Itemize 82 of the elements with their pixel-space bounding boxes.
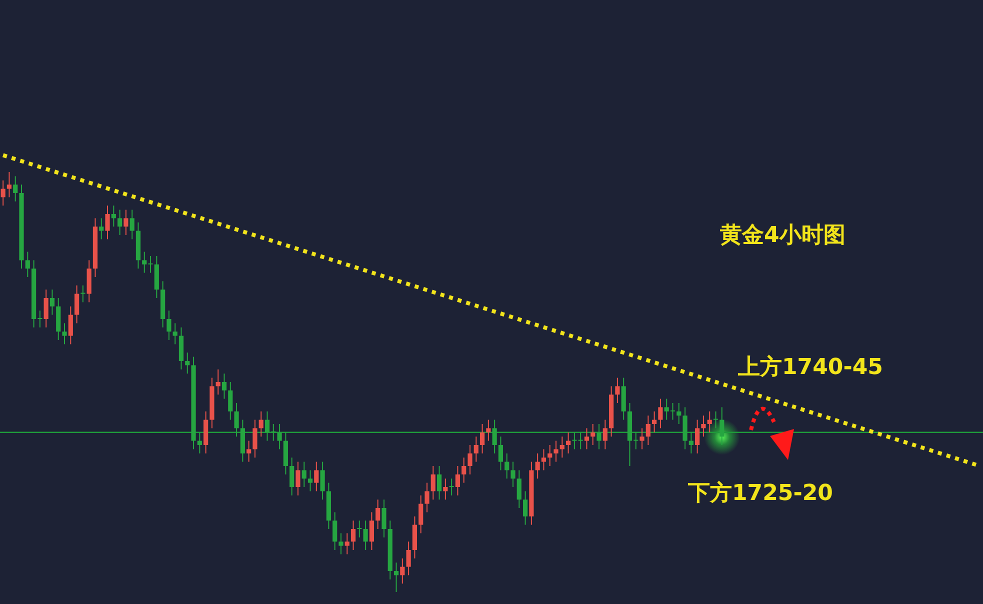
candlestick (676, 402, 682, 424)
candlestick (314, 461, 319, 492)
candlestick (369, 512, 374, 550)
candlestick (640, 428, 644, 450)
candlestick (406, 541, 411, 576)
candlestick (548, 444, 552, 466)
candlestick (290, 457, 294, 496)
candlestick (124, 209, 128, 236)
candlestick (436, 466, 442, 500)
candlestick (498, 436, 504, 471)
candlestick (418, 494, 424, 534)
candlestick (394, 562, 399, 592)
annotation: 上方1740-45 (738, 354, 883, 382)
candlestick (541, 448, 546, 471)
candlestick (258, 410, 264, 438)
candlestick (50, 289, 55, 316)
candlestick (111, 205, 116, 228)
candlestick (185, 352, 190, 374)
candlestick (302, 461, 306, 488)
candlestick (62, 322, 67, 345)
candlestick (602, 419, 608, 450)
candlestick (584, 428, 590, 450)
candlestick (510, 461, 516, 488)
candlestick (350, 520, 356, 550)
candlestick (707, 410, 712, 433)
candlestick (590, 424, 596, 446)
candlestick (80, 284, 86, 303)
candlestick (172, 322, 178, 345)
candlestick (105, 205, 110, 240)
candlestick (658, 398, 663, 429)
candlestick (560, 436, 564, 458)
candlestick (400, 558, 405, 584)
candlestick (652, 410, 657, 433)
candlestick (462, 457, 466, 484)
candlestick (504, 452, 510, 480)
candlestick (376, 499, 380, 530)
candlestick (554, 440, 558, 462)
candlestick (522, 490, 528, 526)
candlestick (118, 209, 122, 236)
candlestick (344, 532, 350, 555)
candlestick (25, 251, 30, 278)
candlestick (516, 470, 522, 508)
candlestick (449, 478, 454, 496)
candlestick (443, 478, 448, 500)
candlestick (338, 532, 344, 555)
candlestick (695, 419, 700, 454)
candlestick (166, 310, 172, 340)
annotation: 下方1725-20 (688, 480, 833, 508)
candlestick (701, 415, 706, 438)
candlestick (246, 440, 252, 462)
candlestick (6, 172, 12, 198)
candlestick (713, 410, 718, 429)
candlestick (382, 499, 386, 538)
candlestick (486, 419, 491, 442)
candlestick (535, 452, 540, 480)
candlestick (474, 436, 478, 462)
candlestick (222, 373, 227, 400)
candlestick (308, 470, 313, 492)
candlestick (296, 461, 300, 496)
candlestick (74, 284, 80, 324)
candlestick (332, 512, 338, 550)
candlestick (646, 415, 650, 446)
candlestick (68, 306, 73, 345)
candlestick (363, 520, 368, 550)
candlestick (480, 424, 485, 454)
candlestick (430, 466, 436, 500)
candlestick (44, 289, 48, 328)
candlestick (320, 461, 325, 500)
candlestick (216, 368, 220, 396)
candlestick (13, 176, 18, 202)
candlestick (252, 419, 258, 458)
candlestick (228, 382, 233, 420)
candlestick (424, 482, 430, 513)
candlestick (455, 466, 460, 496)
text: 黄金4小时图 (720, 222, 846, 250)
candlestick (0, 180, 6, 206)
candlestick (99, 218, 104, 240)
candlestick (130, 209, 134, 240)
candlestick (357, 520, 362, 538)
candlestick (566, 432, 571, 454)
candlestick (615, 377, 620, 404)
candlestick (468, 444, 472, 475)
